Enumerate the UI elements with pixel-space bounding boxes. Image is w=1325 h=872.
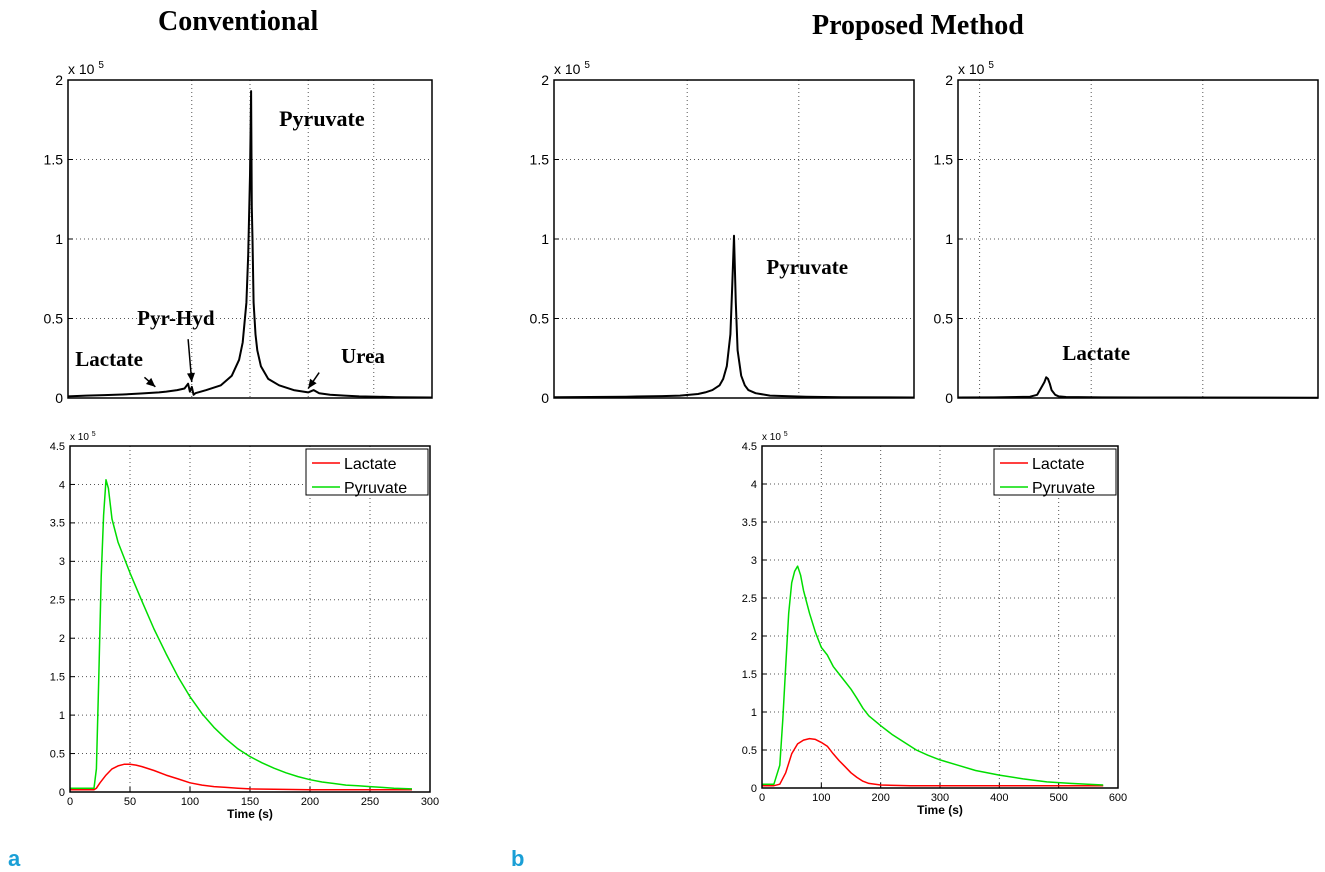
y-tick-label: 0.5 [50,748,65,760]
x-tick-label: 150 [241,796,259,808]
y-tick-label: 2 [541,72,549,88]
annotation-arrow-head [308,378,317,389]
x-tick-label: 200 [871,792,889,804]
annotation-pyruvate: Pyruvate [279,106,365,131]
x-axis-label: Time (s) [227,807,273,821]
x-tick-label: 500 [1049,792,1067,804]
x-tick-label: 250 [361,796,379,808]
series-line-pyruvate [762,565,1104,786]
plot-area: 0 0.5 1 1.5 2 2.5 3 3.5 4 4.5 0 100 200 300 400 500 600 x… [742,431,1127,817]
y-tick-label: 1 [945,231,953,247]
spectrum-line [553,234,915,399]
x-tick-label: 100 [812,792,830,804]
plot-frame [761,445,1119,789]
plot-frame [67,79,433,399]
x-tick-label: 0 [67,796,73,808]
x-tick-label: 200 [301,796,319,808]
axis-exponent-label: x 10 5 [958,60,994,77]
plot-area: 0 0.5 1 1.5 2 x 10 5 Pyruvate Pyr-Hyd Lactate Ure… [44,60,433,406]
axis-exponent-label: x 10 5 [70,431,96,443]
y-tick-label: 3 [751,555,757,567]
legend-label-pyruvate: Pyruvate [344,480,407,497]
y-tick-label: 0 [945,390,953,406]
x-tick-label: 400 [990,792,1008,804]
y-tick-label: 0 [55,390,63,406]
legend: Lactate Pyruvate [993,448,1117,497]
y-tick-label: 0.5 [44,310,64,326]
y-tick-label: 4.5 [742,441,757,453]
y-tick-label: 0 [751,783,757,795]
legend: Lactate Pyruvate [305,448,429,497]
x-tick-label: 600 [1109,792,1127,804]
proposed-pyruvate-spectrum-chart: 0 0.5 1 1.5 2 x 10 5 Pyruvate [530,60,915,406]
x-tick-label: 300 [421,796,439,808]
annotation-pyruvate: Pyruvate [766,255,848,279]
y-tick-label: 2 [751,631,757,643]
y-tick-label: 1 [59,710,65,722]
conventional-dynamics-chart: 0 0.5 1 1.5 2 2.5 3 3.5 4 4.5 0 50 100 150 200 250 300 x … [50,431,439,821]
x-tick-label: 0 [759,792,765,804]
spectrum-line [957,376,1319,399]
conventional-title: Conventional [158,6,319,37]
spectrum-line [67,90,433,399]
y-tick-label: 1.5 [44,151,64,167]
axis-exponent-label: x 10 5 [762,431,788,443]
proposed-method-title: Proposed Method [812,10,1024,41]
y-tick-label: 0.5 [934,310,954,326]
series-line-lactate [762,737,1104,787]
y-tick-label: 1 [55,231,63,247]
annotation-arrow-head [187,372,195,383]
y-tick-label: 1 [541,231,549,247]
x-tick-label: 50 [124,796,136,808]
y-tick-label: 4 [751,479,757,491]
y-tick-label: 1.5 [934,151,954,167]
annotation-arrow-head [145,377,156,387]
proposed-dynamics-chart: 0 0.5 1 1.5 2 2.5 3 3.5 4 4.5 0 100 200 300 400 500 600 x… [742,431,1127,817]
annotation-lactate: Lactate [1062,341,1130,365]
y-tick-label: 4 [59,479,65,491]
y-tick-label: 1 [751,707,757,719]
x-tick-label: 300 [931,792,949,804]
y-tick-label: 0.5 [742,745,757,757]
y-tick-label: 2.5 [50,595,65,607]
y-tick-label: 0.5 [530,310,550,326]
y-tick-label: 1.5 [50,672,65,684]
legend-label-pyruvate: Pyruvate [1032,480,1095,497]
conventional-spectrum-chart: 0 0.5 1 1.5 2 x 10 5 Pyruvate Pyr-Hyd Lactate Ure… [44,60,433,406]
y-tick-label: 0 [541,390,549,406]
plot-area: 0 0.5 1 1.5 2 2.5 3 3.5 4 4.5 0 50 100 150 200 250 300 x … [50,431,439,821]
panel-letter-b: b [511,846,525,871]
annotation-pyr-hyd: Pyr-Hyd [137,306,215,330]
plot-area: 0 0.5 1 1.5 2 x 10 5 Pyruvate [530,60,915,406]
y-tick-label: 1.5 [742,669,757,681]
plot-frame [957,79,1319,399]
plot-area: 0 0.5 1 1.5 2 x 10 5 Lactate [934,60,1319,406]
plot-frame [553,79,915,399]
y-tick-label: 3.5 [50,518,65,530]
plot-frame [69,445,431,793]
annotation-urea: Urea [341,344,385,368]
y-tick-label: 3.5 [742,517,757,529]
y-tick-label: 2 [945,72,953,88]
series-line-pyruvate [70,479,413,790]
y-tick-label: 2.5 [742,593,757,605]
y-tick-label: 0 [59,787,65,799]
axis-exponent-label: x 10 5 [554,60,590,77]
y-tick-label: 2 [59,633,65,645]
panel-letter-a: a [8,846,21,871]
x-axis-label: Time (s) [917,803,963,817]
proposed-lactate-spectrum-chart: 0 0.5 1 1.5 2 x 10 5 Lactate [934,60,1319,406]
y-tick-label: 1.5 [530,151,550,167]
axis-exponent-label: x 10 5 [68,60,104,77]
x-tick-label: 100 [181,796,199,808]
legend-label-lactate: Lactate [344,456,397,473]
y-tick-label: 2 [55,72,63,88]
y-tick-label: 4.5 [50,441,65,453]
series-line-lactate [70,763,412,791]
annotation-lactate: Lactate [75,347,143,371]
legend-label-lactate: Lactate [1032,456,1085,473]
y-tick-label: 3 [59,556,65,568]
